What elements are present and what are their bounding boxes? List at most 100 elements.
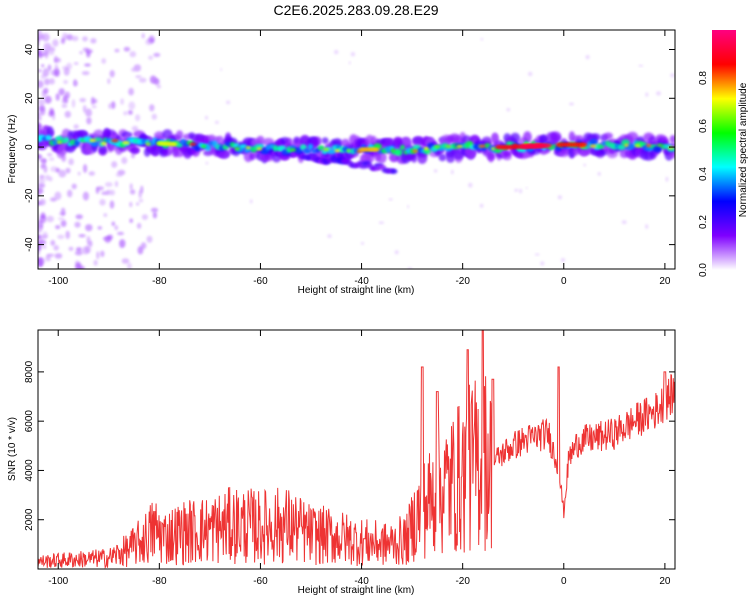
heatmap-cell <box>38 224 41 230</box>
heatmap-cell <box>110 139 119 143</box>
heatmap-cell <box>175 130 184 140</box>
heatmap-cell <box>111 101 116 109</box>
heatmap-cell <box>491 147 495 151</box>
snr-x-axis-tick-label: -100 <box>48 576 68 587</box>
heatmap-cell <box>120 98 124 105</box>
heatmap-cell <box>407 205 410 209</box>
heatmap-cell <box>412 136 424 145</box>
heatmap-cell <box>480 38 484 41</box>
heatmap-cell <box>43 87 49 94</box>
heatmap-cell <box>669 135 675 144</box>
heatmap-x-axis-label: Height of straight line (km) <box>298 285 415 296</box>
heatmap-cell <box>55 225 61 230</box>
heatmap-cell <box>400 144 405 151</box>
heatmap-cell <box>111 161 118 168</box>
heatmap-cell <box>327 234 332 239</box>
heatmap-cell <box>656 91 661 96</box>
heatmap-cell <box>523 131 532 143</box>
heatmap-cell <box>46 253 55 257</box>
heatmap-cell <box>121 258 130 264</box>
heatmap-cell <box>550 131 562 142</box>
heatmap-cell <box>50 197 57 202</box>
heatmap-cell <box>39 174 45 179</box>
colorbar: 0.0 0.2 0.4 0.6 0.8 Normalized spectral ampl… <box>698 30 749 277</box>
heatmap-cell <box>108 103 112 109</box>
heatmap-cell <box>63 67 70 76</box>
heatmap-cell <box>117 231 124 236</box>
heatmap-cell <box>38 182 46 189</box>
heatmap-cell <box>76 247 82 252</box>
heatmap-cell <box>624 143 629 147</box>
heatmap-y-axis-tick-label: 20 <box>24 92 35 104</box>
heatmap-cell <box>111 221 116 226</box>
heatmap-cell <box>245 146 251 150</box>
heatmap-cell <box>589 144 597 148</box>
heatmap-cell <box>317 145 325 151</box>
heatmap-cell <box>456 144 463 148</box>
heatmap-cell <box>528 71 533 77</box>
snr-x-axis: -100 -80 -60 -40 -20 0 20 <box>48 330 671 587</box>
heatmap-cell <box>140 185 144 194</box>
heatmap-cell <box>131 125 139 132</box>
heatmap-cell <box>52 112 56 121</box>
heatmap-cell <box>82 191 89 201</box>
snr-y-axis-label: SNR (10 * v/v) <box>7 417 18 481</box>
heatmap-cell <box>86 117 92 125</box>
heatmap-cell <box>284 137 293 146</box>
heatmap-cell <box>61 103 68 108</box>
heatmap-cell <box>525 187 528 189</box>
heatmap-cell <box>38 53 46 57</box>
heatmap-cell <box>535 253 540 256</box>
heatmap-cell <box>239 144 248 149</box>
heatmap-cell <box>665 176 669 182</box>
heatmap-cell <box>48 50 55 56</box>
snr-y-axis-tick-label: 8000 <box>24 360 35 383</box>
heatmap-cell <box>107 78 111 85</box>
heatmap-cell <box>78 234 86 238</box>
heatmap-cell <box>99 199 106 206</box>
heatmap-cell <box>50 240 56 246</box>
heatmap-cell <box>256 147 263 151</box>
heatmap-cell <box>42 245 47 249</box>
heatmap-cell <box>128 87 135 96</box>
heatmap-cell <box>46 215 54 223</box>
heatmap-cell <box>47 64 52 71</box>
heatmap-cell <box>42 158 46 168</box>
heatmap-cell <box>38 238 44 244</box>
heatmap-cell <box>130 147 140 154</box>
heatmap-cell <box>65 167 71 174</box>
heatmap-cell <box>540 261 545 266</box>
heatmap-x-axis-tick-label: -100 <box>48 276 68 287</box>
heatmap-cell <box>249 199 253 204</box>
heatmap-y-axis-tick-label: 0 <box>24 144 35 150</box>
heatmap-cell <box>348 61 351 65</box>
heatmap-cell <box>514 188 519 192</box>
heatmap-cell <box>312 136 322 146</box>
heatmap-cell <box>82 36 88 42</box>
heatmap-cell <box>41 33 50 42</box>
heatmap-cell <box>389 153 399 162</box>
heatmap-cell <box>79 265 85 269</box>
heatmap-cell <box>71 99 76 108</box>
heatmap-cell <box>127 110 133 115</box>
heatmap-x-axis-tick-label: 0 <box>561 276 567 287</box>
heatmap-cell <box>373 147 380 152</box>
heatmap-y-axis-tick-label: -40 <box>24 237 35 252</box>
heatmap-cell <box>65 230 70 240</box>
snr-frame <box>37 329 676 570</box>
heatmap-cell <box>204 115 209 120</box>
heatmap-cell <box>171 142 178 146</box>
heatmap-cell <box>57 234 65 240</box>
heatmap-cell <box>433 169 438 173</box>
heatmap-cell <box>479 203 484 208</box>
colorbar-tick-label: 0.4 <box>698 167 709 181</box>
heatmap-cell <box>106 189 111 195</box>
heatmap-cell <box>38 111 42 118</box>
heatmap-cell <box>390 148 395 152</box>
heatmap-cell <box>390 168 398 174</box>
heatmap-cell <box>47 153 53 157</box>
colorbar-ticks: 0.0 0.2 0.4 0.6 0.8 <box>698 71 709 277</box>
heatmap-x-axis-tick-label: 20 <box>659 276 671 287</box>
heatmap-cell <box>424 147 429 151</box>
heatmap-cell <box>40 212 46 220</box>
